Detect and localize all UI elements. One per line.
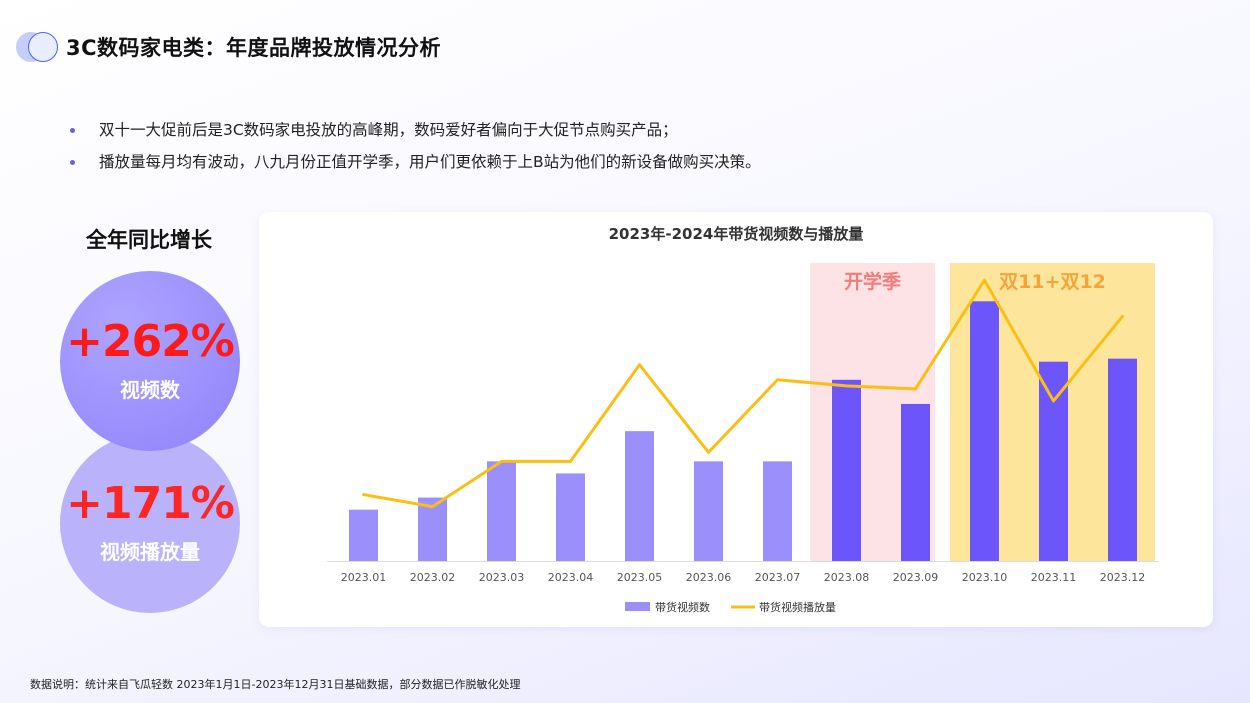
legend-bar-swatch	[625, 602, 650, 611]
legend-bar-label: 带货视频数	[655, 600, 710, 614]
x-tick-label: 2023.08	[824, 571, 870, 584]
data-footnote: 数据说明：统计来自飞瓜轻数 2023年1月1日-2023年12月31日基础数据，…	[30, 678, 521, 691]
bar	[694, 461, 723, 561]
summary-bullets: 双十一大促前后是3C数码家电投放的高峰期，数码爱好者偏向于大促节点购买产品； 播…	[68, 114, 761, 178]
play-count-growth-label: 视频播放量	[100, 539, 200, 564]
bar	[832, 379, 861, 561]
band-label: 双11+双12	[999, 271, 1106, 293]
combo-chart: 开学季 双11+双12 2023年-2024年带货视频数与播放量 2023.01 202…	[327, 225, 1159, 614]
chart-title: 2023年-2024年带货视频数与播放量	[609, 225, 864, 243]
logo-circles-icon	[16, 30, 60, 64]
page-title: 3C数码家电类：年度品牌投放情况分析	[66, 36, 442, 60]
bar	[901, 403, 930, 561]
bullet-item: 双十一大促前后是3C数码家电投放的高峰期，数码爱好者偏向于大促节点购买产品；	[68, 114, 761, 146]
chart-card: 开学季 双11+双12 2023年-2024年带货视频数与播放量 2023.01 202…	[259, 212, 1213, 627]
bar	[349, 509, 378, 561]
bullet-item: 播放量每月均有波动，八九月份正值开学季，用户们更依赖于上B站为他们的新设备做购买…	[68, 146, 761, 178]
legend-line-label: 带货视频播放量	[759, 600, 836, 614]
bar	[1108, 358, 1137, 561]
x-tick-label: 2023.12	[1100, 571, 1146, 584]
play-count-growth-value: +171%	[66, 477, 235, 529]
x-tick-label: 2023.02	[410, 571, 456, 584]
page-header: 3C数码家电类：年度品牌投放情况分析	[16, 30, 441, 64]
bar	[556, 473, 585, 561]
bar	[763, 461, 792, 561]
x-tick-label: 2023.01	[341, 571, 387, 584]
bar	[970, 301, 999, 561]
video-count-growth-value: +262%	[66, 315, 235, 367]
bar	[625, 431, 654, 561]
video-count-growth-label: 视频数	[120, 377, 180, 402]
video-count-growth-bubble: +262% 视频数	[60, 271, 240, 451]
x-tick-label: 2023.11	[1031, 571, 1077, 584]
x-tick-label: 2023.04	[548, 571, 594, 584]
growth-title: 全年同比增长	[86, 228, 212, 252]
x-tick-label: 2023.03	[479, 571, 525, 584]
x-tick-label: 2023.06	[686, 571, 732, 584]
play-count-growth-bubble: +171% 视频播放量	[60, 433, 240, 613]
x-tick-label: 2023.09	[893, 571, 939, 584]
x-tick-label: 2023.10	[962, 571, 1008, 584]
bar	[418, 497, 447, 561]
x-tick-label: 2023.05	[617, 571, 663, 584]
x-tick-label: 2023.07	[755, 571, 801, 584]
bar	[487, 461, 516, 561]
play-count-line	[362, 278, 1124, 509]
band-label: 开学季	[844, 270, 901, 293]
bar	[1039, 361, 1068, 561]
